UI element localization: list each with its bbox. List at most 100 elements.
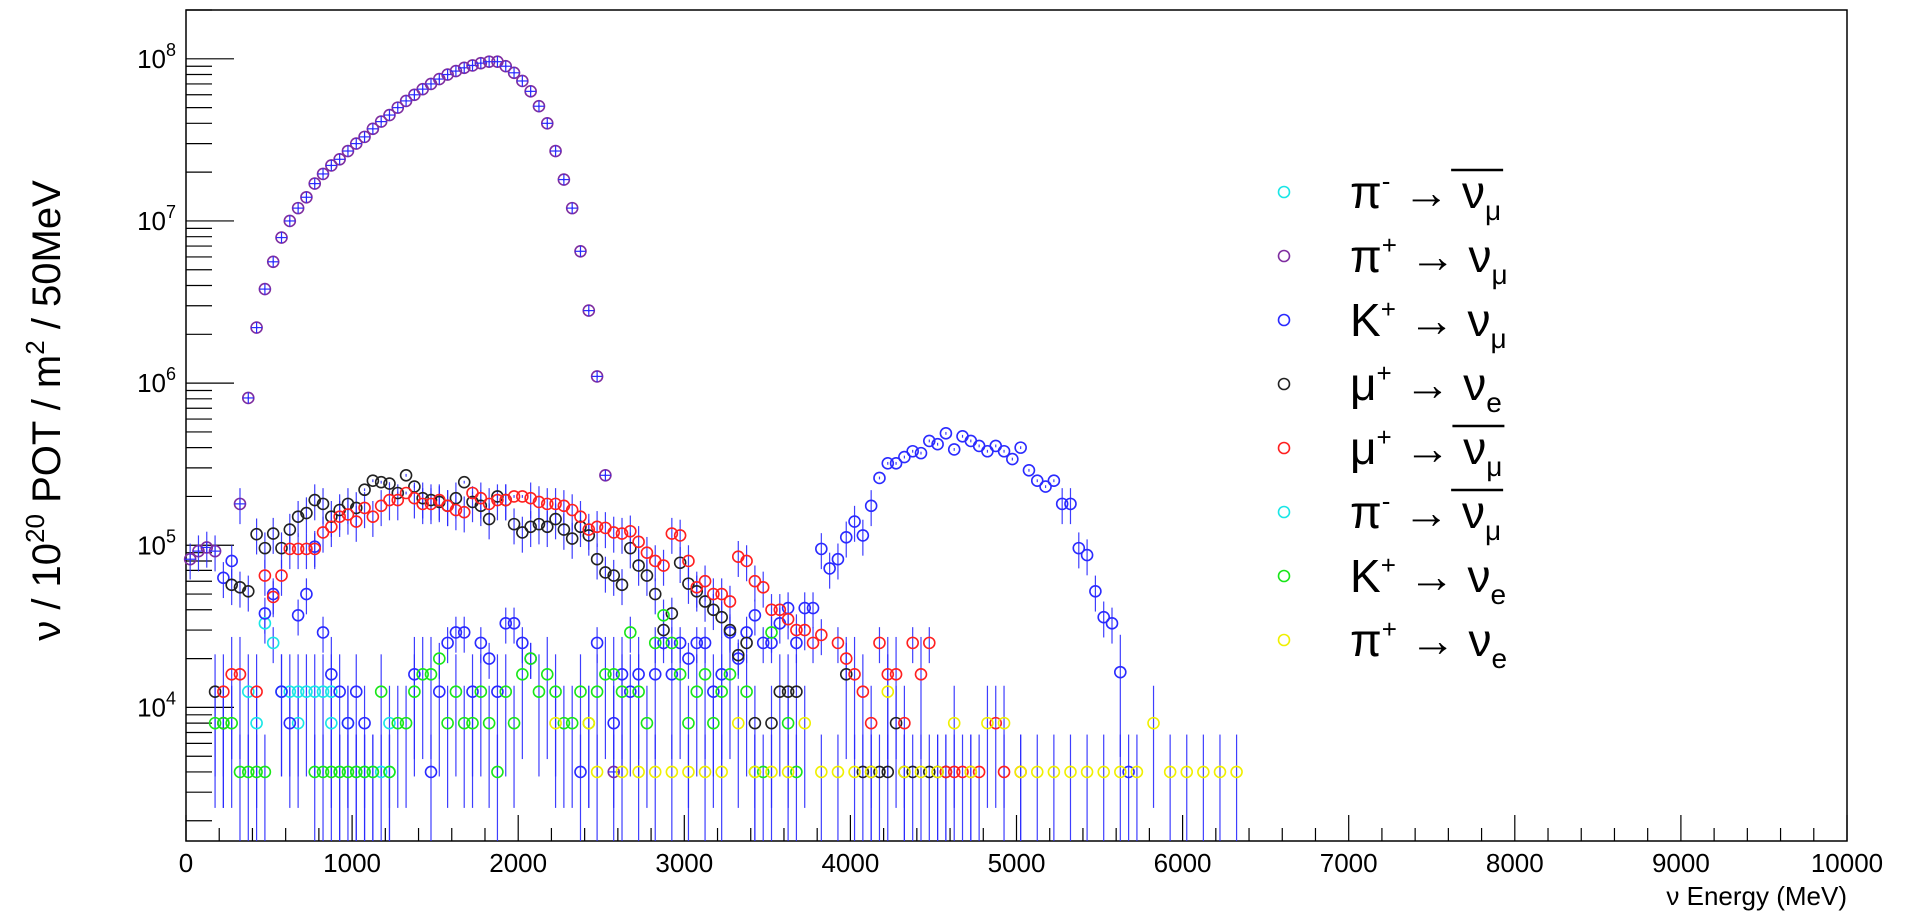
data-point — [217, 571, 230, 585]
data-point — [424, 668, 438, 681]
data-point — [806, 601, 820, 615]
data-point — [665, 607, 679, 620]
data-point — [225, 716, 238, 730]
legend-label: π+ → νμ — [1350, 230, 1508, 290]
x-tick-label: 3000 — [655, 848, 713, 878]
data-point — [491, 765, 504, 779]
data-point — [349, 765, 363, 779]
data-point — [341, 716, 355, 730]
data-point — [756, 765, 770, 779]
data-point — [698, 595, 712, 608]
data-point — [507, 716, 521, 730]
data-point — [433, 652, 446, 665]
data-point — [283, 716, 297, 730]
legend-label: π+ → νe — [1350, 614, 1507, 674]
data-point — [698, 574, 712, 588]
data-point — [715, 587, 728, 601]
data-point — [507, 517, 521, 531]
data-point — [839, 652, 853, 665]
data-point — [457, 505, 471, 519]
data-point — [507, 617, 521, 630]
data-point — [308, 542, 322, 556]
data-point — [731, 716, 745, 730]
data-point — [939, 427, 953, 440]
data-point — [308, 685, 322, 698]
data-point — [416, 497, 429, 511]
data-point — [524, 520, 537, 534]
data-point — [748, 574, 762, 588]
data-point — [1114, 665, 1127, 679]
data-point — [981, 716, 994, 730]
data-point — [599, 566, 612, 579]
data-point — [790, 685, 803, 698]
data-point — [856, 529, 870, 542]
data-point — [441, 716, 454, 730]
data-point — [1130, 765, 1144, 779]
data-point — [441, 636, 454, 650]
data-point — [316, 685, 330, 698]
data-point — [325, 510, 338, 524]
data-point — [881, 765, 895, 779]
error-bars — [189, 60, 1238, 841]
legend-marker — [1277, 377, 1291, 391]
data-point — [748, 716, 762, 730]
data-point — [1163, 765, 1177, 779]
data-point — [831, 636, 845, 650]
data-point — [582, 529, 596, 542]
data-point — [491, 490, 504, 503]
data-point — [889, 668, 903, 681]
y-tick-label: 104 — [137, 688, 176, 722]
data-point — [590, 636, 604, 650]
data-point — [349, 501, 363, 515]
data-point — [275, 541, 288, 555]
data-point — [740, 685, 753, 698]
x-tick-label: 1000 — [323, 848, 381, 878]
legend-marker — [1277, 313, 1291, 327]
data-point — [1030, 474, 1044, 488]
legend-entry: μ+ → νμ — [1277, 422, 1505, 482]
data-point — [233, 668, 247, 681]
data-point — [731, 648, 745, 662]
data-point — [366, 510, 380, 524]
data-point — [831, 765, 845, 779]
data-point — [258, 607, 272, 620]
data-point — [358, 765, 371, 779]
data-point — [457, 626, 471, 639]
data-point — [574, 510, 587, 524]
x-axis: 0 1000 2000 3000 4000 5000 6000 7000 8000 9000 100… — [179, 815, 1883, 878]
data-point — [208, 685, 222, 698]
data-point — [648, 765, 662, 779]
data-point — [972, 765, 986, 779]
data-point — [1180, 765, 1194, 779]
data-point — [408, 668, 421, 681]
data-point — [864, 716, 878, 730]
data-point — [815, 765, 828, 779]
plot-frame — [185, 9, 1848, 842]
data-point — [922, 636, 936, 650]
data-point — [640, 569, 654, 582]
data-point — [549, 512, 562, 526]
data-point — [657, 636, 670, 650]
data-point — [707, 603, 720, 617]
data-point — [864, 765, 878, 779]
data-point — [225, 578, 238, 592]
data-point — [731, 652, 745, 665]
data-point — [1039, 480, 1052, 493]
data-point — [648, 587, 662, 601]
data-point — [349, 685, 363, 698]
data-point — [947, 443, 961, 456]
data-point — [1105, 617, 1119, 630]
data-point — [1114, 765, 1127, 779]
data-point — [383, 477, 396, 490]
legend-marker — [1277, 185, 1291, 199]
data-point — [690, 585, 704, 598]
y-tick-label: 108 — [137, 40, 176, 74]
data-point — [366, 765, 380, 779]
data-point — [291, 685, 305, 698]
data-point — [1047, 474, 1061, 488]
data-point — [399, 469, 413, 482]
data-point — [233, 765, 247, 779]
data-point — [765, 716, 778, 730]
data-point — [1080, 765, 1094, 779]
data-point — [499, 685, 513, 698]
